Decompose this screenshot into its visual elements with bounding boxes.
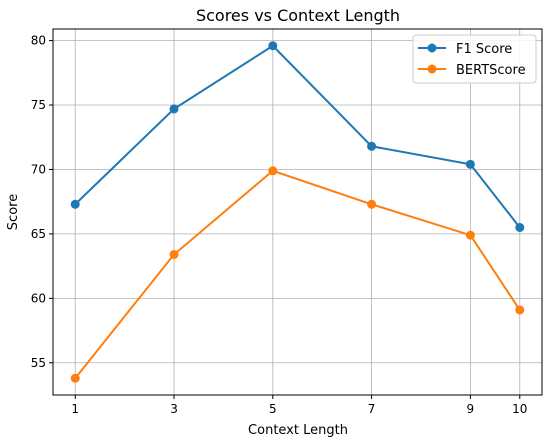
series-f1-score xyxy=(70,41,525,232)
x-tick-label: 3 xyxy=(170,402,178,416)
f1-score-point xyxy=(465,159,475,169)
bertscore-line xyxy=(74,169,521,379)
grid xyxy=(53,29,542,395)
x-tick-label: 7 xyxy=(368,402,376,416)
series-layer xyxy=(70,41,525,383)
legend-bertscore-marker xyxy=(427,64,437,74)
y-tick-label: 80 xyxy=(31,34,46,48)
f1-score-point xyxy=(169,104,179,114)
x-tick-label: 10 xyxy=(512,402,527,416)
y-tick-label: 75 xyxy=(31,98,46,112)
bertscore-point xyxy=(169,250,179,260)
x-tick-label: 9 xyxy=(467,402,475,416)
bertscore-point xyxy=(70,373,80,383)
x-axis: 1 3 5 7 9 10 xyxy=(71,395,527,416)
legend-f1-score-marker xyxy=(427,43,437,53)
f1-score-point xyxy=(268,41,278,51)
y-axis-label: Score xyxy=(6,194,21,230)
chart-title: Scores vs Context Length xyxy=(196,6,400,25)
x-tick-label: 1 xyxy=(71,402,79,416)
y-tick-label: 60 xyxy=(31,291,46,305)
bertscore-point xyxy=(465,230,475,240)
y-axis: 55 60 65 70 75 80 xyxy=(31,34,53,370)
f1-score-point xyxy=(367,141,377,151)
x-axis-label: Context Length xyxy=(248,423,348,438)
f1-score-point xyxy=(70,199,80,209)
y-tick-label: 55 xyxy=(31,356,46,370)
bertscore-point xyxy=(367,199,377,209)
y-tick-label: 70 xyxy=(31,162,46,176)
y-tick-label: 65 xyxy=(31,227,46,241)
bertscore-point xyxy=(515,305,525,315)
x-tick-label: 5 xyxy=(269,402,277,416)
series-bertscore xyxy=(70,166,525,383)
plot-frame xyxy=(52,28,543,396)
legend-f1-score-label: F1 Score xyxy=(456,42,512,57)
legend: F1 Score BERTScore xyxy=(412,34,537,84)
legend-bertscore-label: BERTScore xyxy=(456,63,526,78)
bertscore-point xyxy=(268,166,278,176)
f1-score-point xyxy=(515,222,525,232)
f1-score-line xyxy=(74,44,521,229)
